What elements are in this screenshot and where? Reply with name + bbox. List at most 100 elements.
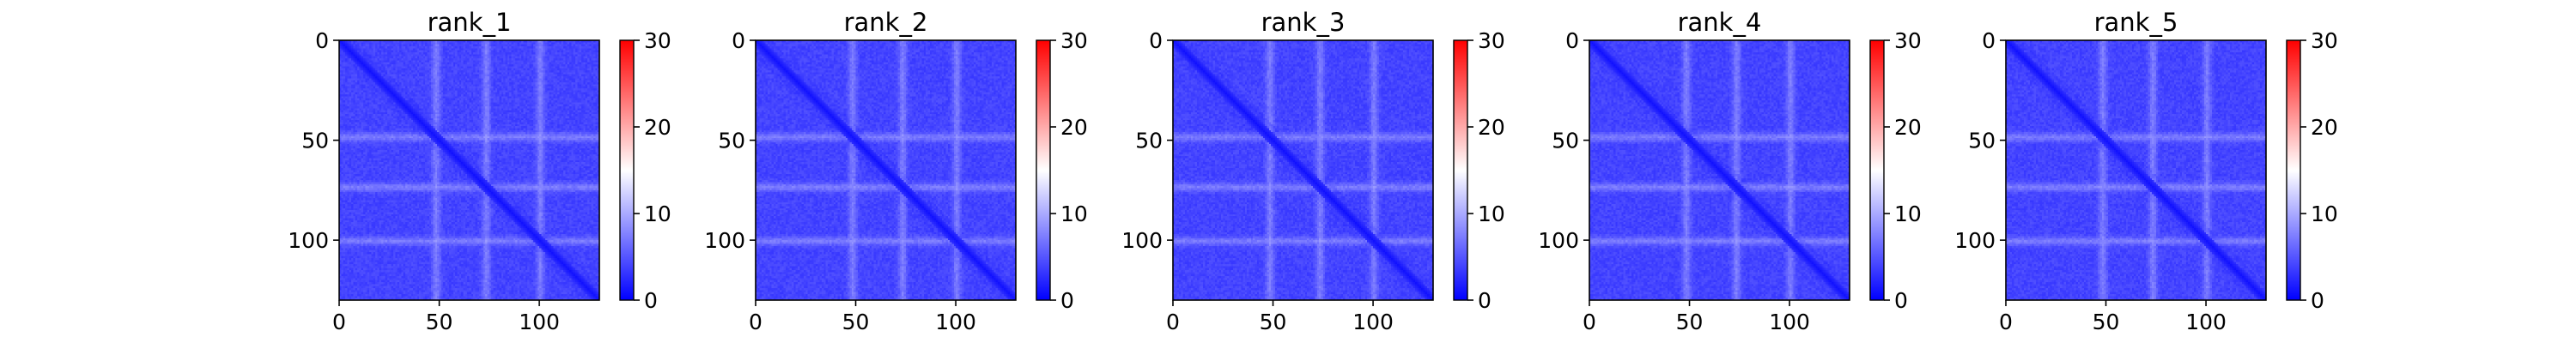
heatmap-cell xyxy=(368,42,370,45)
heatmap-cell xyxy=(389,46,392,49)
heatmap-cell xyxy=(392,66,394,69)
heatmap-cell xyxy=(393,69,396,71)
heatmap-cells xyxy=(339,40,599,300)
heatmap-cell xyxy=(545,57,548,59)
heatmap-cell xyxy=(589,64,592,67)
heatmap-cell xyxy=(467,48,470,51)
heatmap-cell xyxy=(535,72,538,75)
heatmap-cell xyxy=(429,52,432,55)
heatmap-cell xyxy=(425,70,428,73)
heatmap-cell xyxy=(523,63,526,65)
heatmap-cell xyxy=(365,63,368,65)
heatmap-cell xyxy=(501,42,504,45)
heatmap-cell xyxy=(509,48,512,51)
heatmap-cell xyxy=(513,48,516,51)
heatmap-cell xyxy=(551,70,554,73)
heatmap-cell xyxy=(559,57,562,59)
heatmap-cell xyxy=(404,52,406,55)
heatmap-cell xyxy=(368,69,370,71)
heatmap-cell xyxy=(459,72,462,75)
heatmap-cell xyxy=(503,57,506,59)
heatmap-cell xyxy=(459,70,462,73)
heatmap-cell xyxy=(557,72,560,75)
heatmap-cell xyxy=(431,64,434,67)
heatmap-cell xyxy=(389,54,392,57)
heatmap-cell xyxy=(345,58,348,61)
heatmap-cell xyxy=(529,57,532,59)
heatmap-cell xyxy=(547,54,550,57)
heatmap-cell xyxy=(425,46,428,49)
heatmap-cell xyxy=(568,52,570,55)
heatmap-cell xyxy=(347,54,349,57)
heatmap-cell xyxy=(529,70,532,73)
heatmap-cell xyxy=(467,69,470,71)
heatmap-cell xyxy=(381,60,384,63)
heatmap-cell xyxy=(459,42,462,45)
heatmap-cell xyxy=(533,72,536,75)
heatmap-cell xyxy=(479,46,482,49)
heatmap-cell xyxy=(595,64,598,67)
heatmap-cell xyxy=(368,46,370,49)
heatmap-cell xyxy=(593,64,596,67)
heatmap-cell xyxy=(411,72,414,75)
heatmap-cell xyxy=(458,66,460,69)
heatmap-cell xyxy=(399,52,402,55)
heatmap-cell xyxy=(517,52,519,55)
heatmap-cell xyxy=(483,42,486,45)
heatmap-cell xyxy=(577,42,580,45)
heatmap-cell xyxy=(521,64,524,67)
heatmap-cell xyxy=(511,60,513,63)
heatmap-cell xyxy=(479,63,482,65)
heatmap-cell xyxy=(587,51,590,53)
heatmap-cell xyxy=(489,60,492,63)
heatmap-cell xyxy=(425,48,428,51)
heatmap-cell xyxy=(443,46,446,49)
heatmap-cell xyxy=(434,72,436,75)
heatmap-cell xyxy=(452,60,454,63)
heatmap-cell xyxy=(410,70,412,73)
heatmap-cell xyxy=(437,66,440,69)
heatmap-cell xyxy=(581,60,584,63)
heatmap-cell xyxy=(395,48,398,51)
heatmap-cell xyxy=(519,45,522,47)
heatmap-cell xyxy=(557,57,560,59)
heatmap-cell xyxy=(461,52,464,55)
heatmap-cell xyxy=(441,69,444,71)
heatmap-cell xyxy=(587,52,590,55)
heatmap-cell xyxy=(417,64,420,67)
heatmap-cell xyxy=(458,60,460,63)
heatmap-cell xyxy=(547,60,550,63)
heatmap-cell xyxy=(550,52,552,55)
heatmap-cell xyxy=(407,60,410,63)
heatmap-cell xyxy=(467,58,470,61)
heatmap-cell xyxy=(347,48,349,51)
heatmap-cell xyxy=(365,72,368,75)
heatmap-cell xyxy=(363,66,366,69)
heatmap-cell xyxy=(475,46,477,49)
heatmap-cell xyxy=(423,64,426,67)
heatmap-cell xyxy=(523,72,526,75)
heatmap-cell xyxy=(361,52,364,55)
heatmap-cell xyxy=(422,60,424,63)
heatmap-cell xyxy=(353,58,355,61)
heatmap-cell xyxy=(541,42,544,45)
heatmap-cell xyxy=(513,60,516,63)
heatmap-cell xyxy=(592,42,594,45)
heatmap-cell xyxy=(365,64,368,67)
heatmap-cell xyxy=(371,51,374,53)
heatmap-cell xyxy=(455,64,458,67)
heatmap-cell xyxy=(509,60,512,63)
heatmap-cell xyxy=(401,52,404,55)
heatmap-cell xyxy=(357,51,360,53)
heatmap-cell xyxy=(417,57,420,59)
heatmap-cell xyxy=(553,54,556,57)
heatmap-cell xyxy=(481,70,483,73)
heatmap-cell xyxy=(526,63,528,65)
heatmap-cell xyxy=(465,46,468,49)
heatmap-cell xyxy=(410,48,412,51)
heatmap-cell xyxy=(435,63,438,65)
heatmap-cell xyxy=(374,70,376,73)
heatmap-cell xyxy=(470,66,472,69)
heatmap-cell xyxy=(477,57,480,59)
heatmap-cell xyxy=(425,51,428,53)
